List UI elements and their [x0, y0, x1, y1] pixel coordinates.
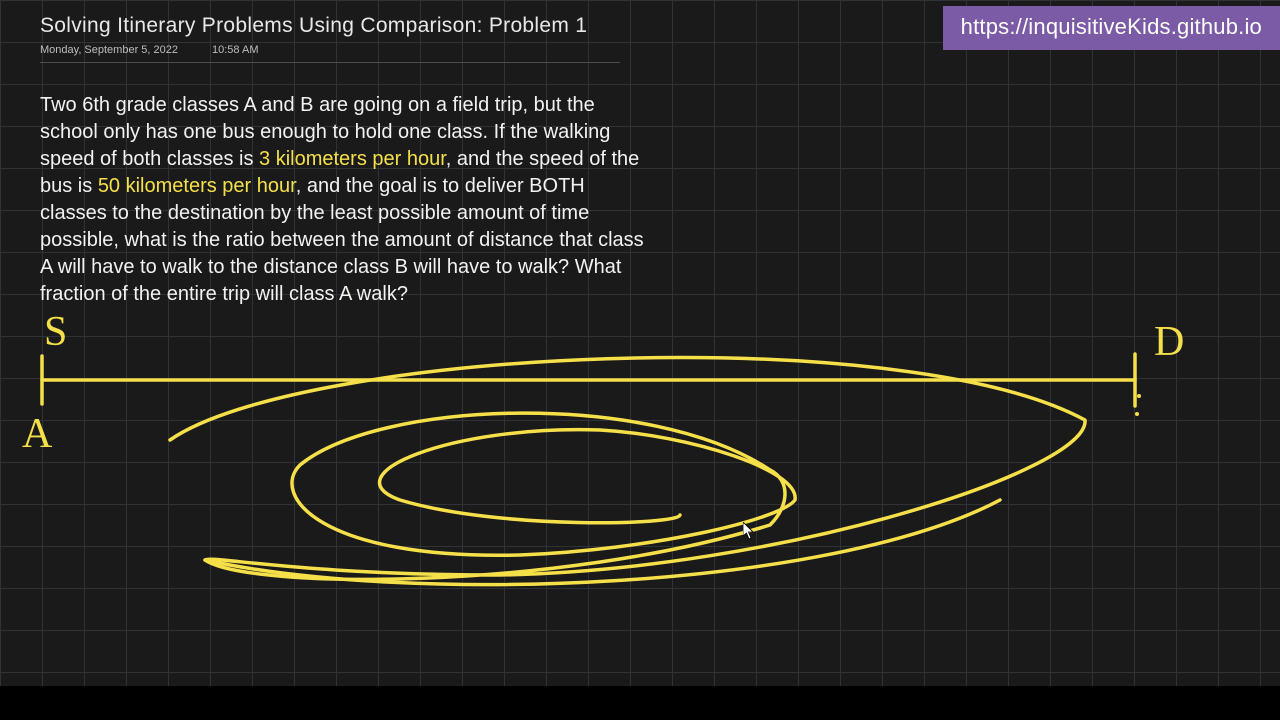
- page-time: 10:58 AM: [212, 44, 258, 56]
- label-start: S: [44, 308, 67, 356]
- bottom-letterbox: [0, 686, 1280, 720]
- problem-text: Two 6th grade classes A and B are going …: [40, 92, 650, 308]
- label-class-a: A: [22, 410, 52, 458]
- header-divider: [40, 62, 620, 63]
- page-header: Solving Itinerary Problems Using Compari…: [40, 14, 587, 56]
- highlight-speed-bus: 50 kilometers per hour: [98, 175, 296, 197]
- page-date: Monday, September 5, 2022: [40, 44, 178, 56]
- label-destination: D: [1154, 318, 1184, 366]
- page-title: Solving Itinerary Problems Using Compari…: [40, 14, 587, 38]
- highlight-speed-walk: 3 kilometers per hour: [259, 148, 446, 170]
- page-meta: Monday, September 5, 2022 10:58 AM: [40, 44, 587, 56]
- url-banner: https://inquisitiveKids.github.io: [943, 6, 1280, 50]
- url-text: https://inquisitiveKids.github.io: [961, 14, 1262, 39]
